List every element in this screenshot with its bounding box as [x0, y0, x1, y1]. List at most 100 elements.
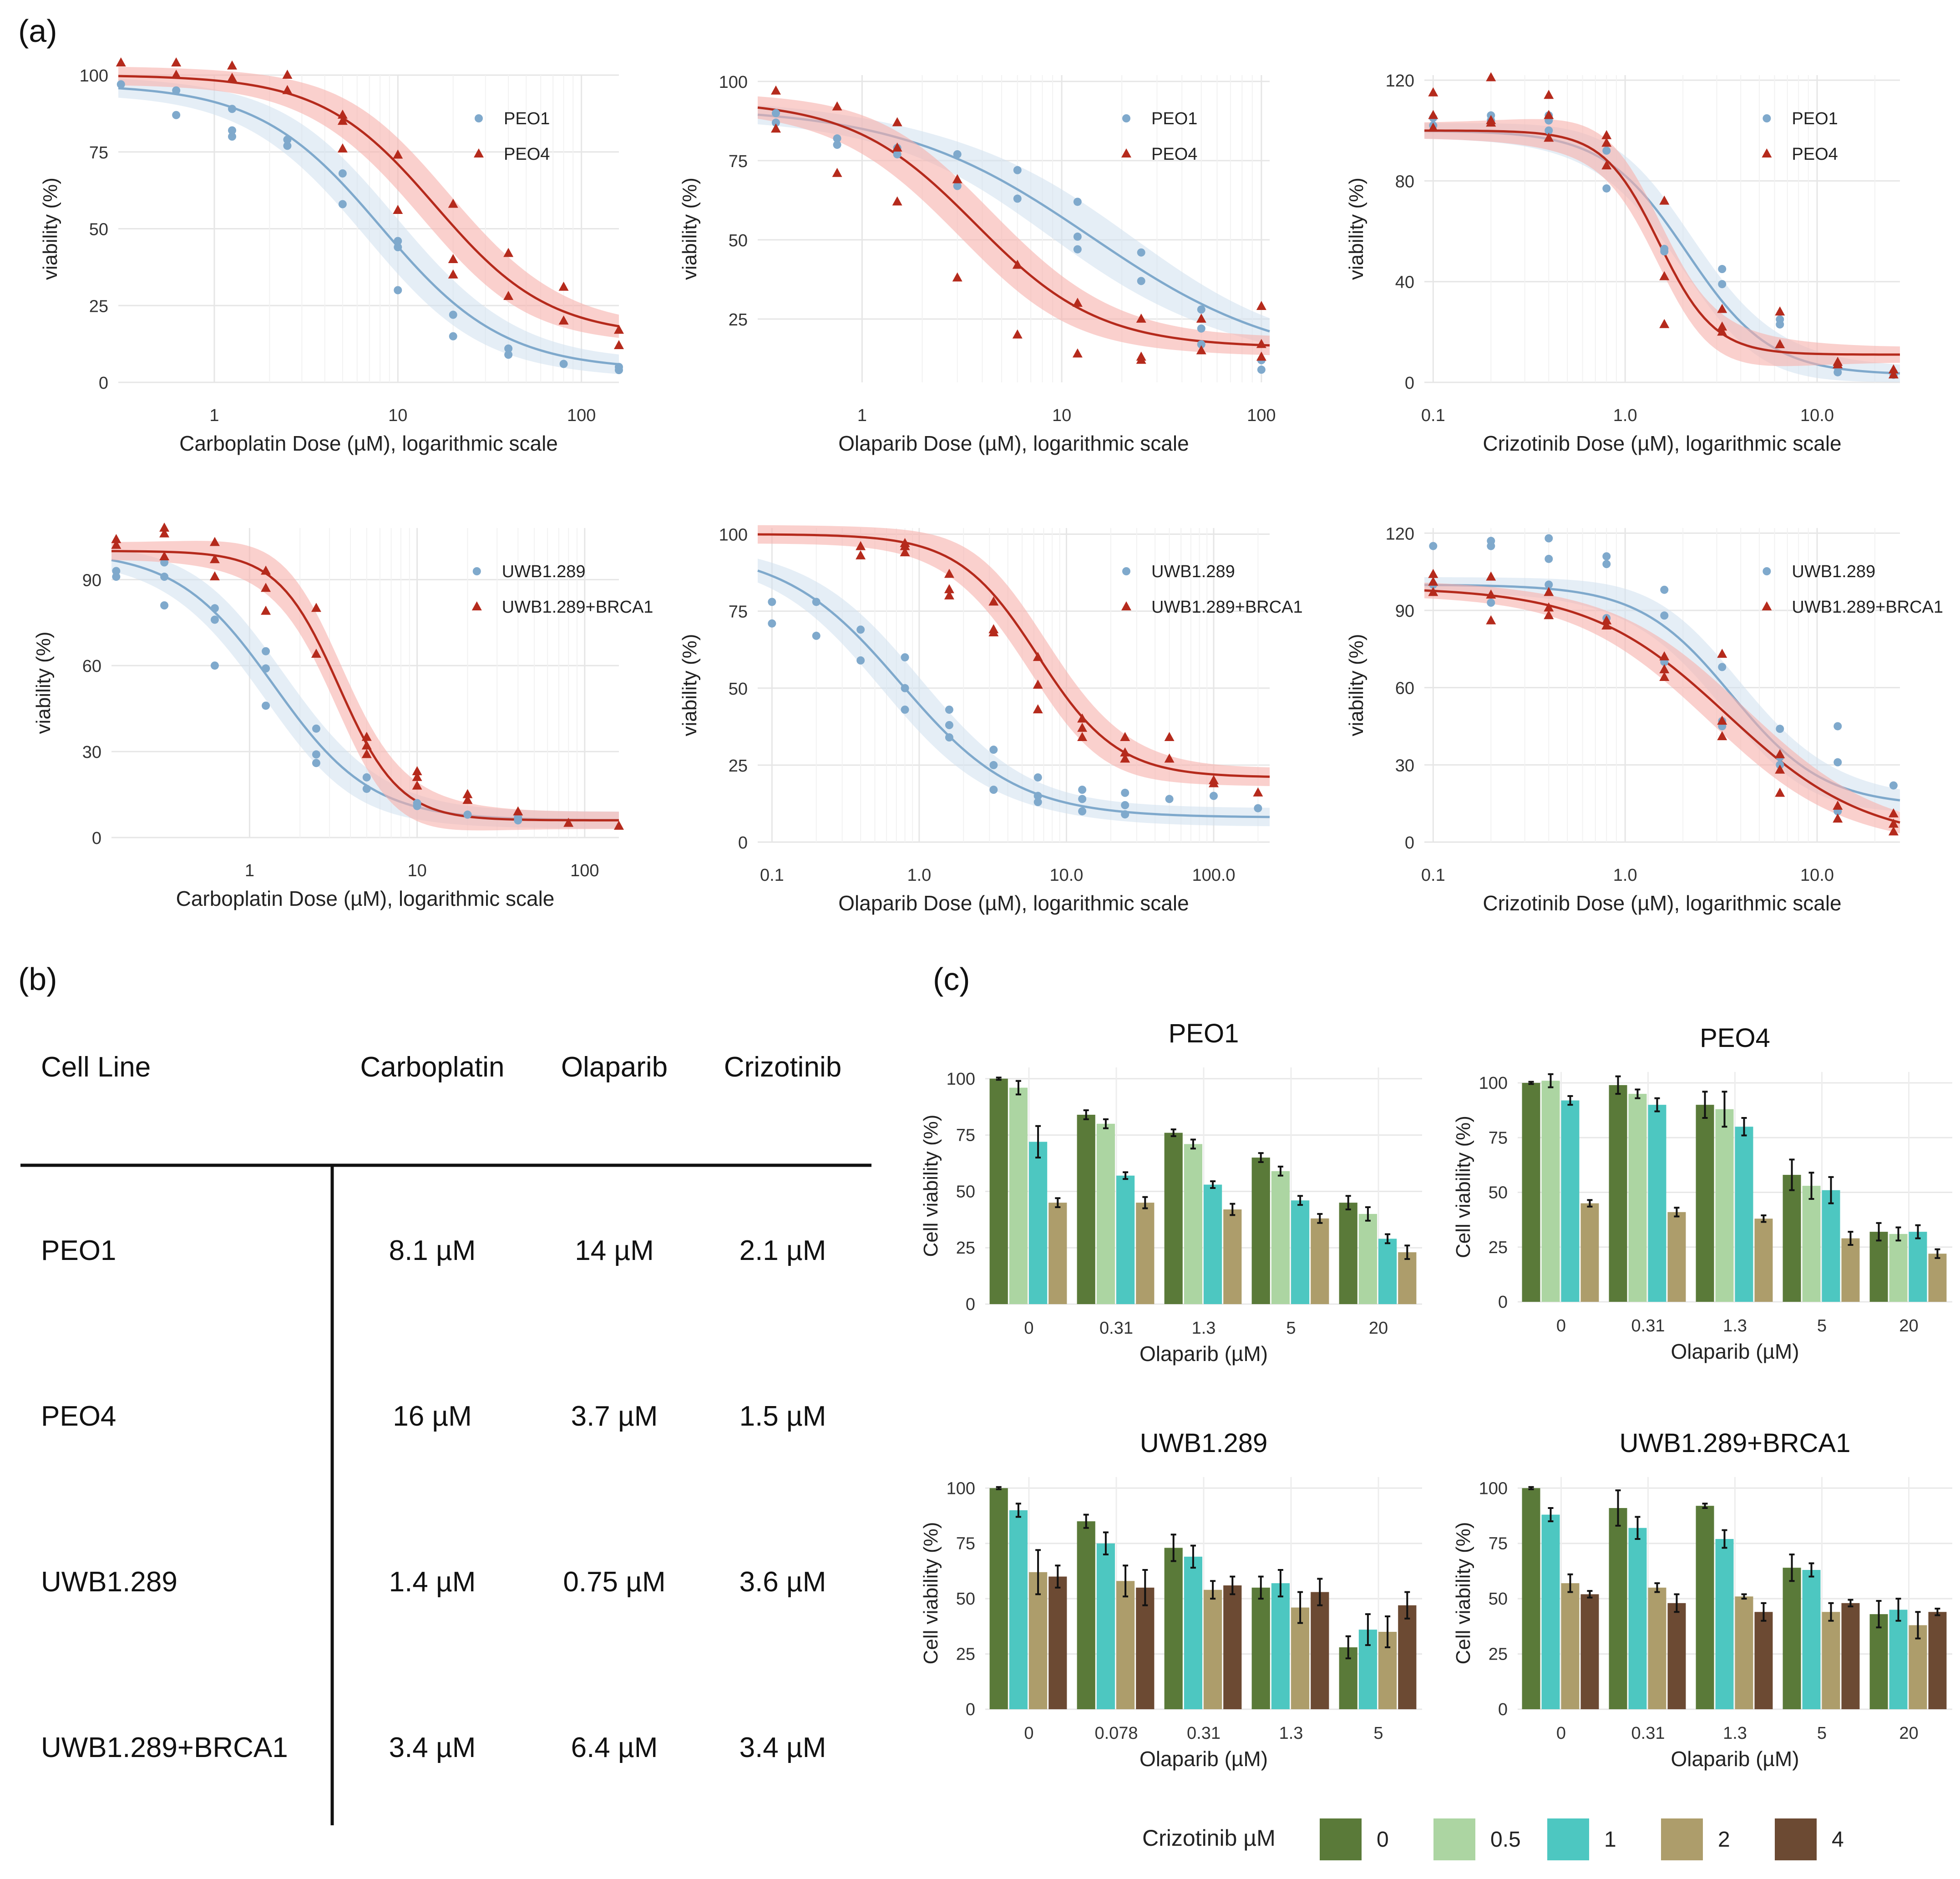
data-point: [209, 554, 220, 564]
data-point: [1833, 368, 1842, 376]
bar: [1609, 1508, 1627, 1709]
data-point: [832, 168, 842, 177]
bar: [1522, 1083, 1540, 1302]
data-point: [892, 196, 902, 206]
bar: [989, 1488, 1008, 1709]
legend-swatch-1: [1433, 1818, 1475, 1860]
legend-swatch-label: 1: [1604, 1828, 1616, 1852]
legend-marker: [475, 114, 483, 122]
bar: [1715, 1109, 1734, 1302]
bar: [1580, 1203, 1599, 1302]
data-point: [1833, 813, 1843, 823]
dose-panel-a5: 0 25 50 75 100 0.1 1.0 10.0 100.0 UWB1.289 UWB1.28…: [679, 525, 1303, 915]
table-row-peo4-carboplatin: 16 µM: [393, 1401, 472, 1432]
data-point: [362, 773, 371, 782]
data-point: [1544, 132, 1554, 142]
ic50-table: Cell Line Carboplatin Olaparib Crizotini…: [20, 1051, 871, 1825]
data-point: [1121, 801, 1129, 809]
bar: [1164, 1132, 1183, 1304]
legend-label: UWB1.289: [502, 562, 586, 581]
data-point: [1775, 749, 1785, 758]
data-point: [1659, 664, 1670, 674]
x-tick-label: 1: [245, 861, 254, 880]
data-point: [901, 706, 909, 714]
legend-swatch-label: 2: [1718, 1828, 1730, 1852]
data-point: [770, 123, 781, 133]
x-tick-label: 20: [1899, 1316, 1918, 1336]
data-point: [1601, 615, 1612, 625]
y-tick-label: 30: [82, 743, 101, 762]
x-tick-label: 0.31: [1187, 1724, 1221, 1743]
x-tick-label: 1.3: [1279, 1724, 1303, 1743]
data-point: [1544, 110, 1554, 119]
data-point: [227, 72, 238, 82]
bar: [1648, 1105, 1666, 1302]
y-tick-label: 0: [1498, 1293, 1508, 1312]
panel-label-c: (c): [933, 961, 970, 997]
data-point: [1486, 615, 1496, 625]
data-point: [1428, 87, 1438, 96]
data-point: [1775, 764, 1785, 774]
x-axis-title: Olaparib (µM): [1671, 1747, 1799, 1771]
data-point: [116, 80, 125, 89]
y-tick-label: 0: [1405, 833, 1414, 853]
data-point: [833, 134, 841, 143]
bar: [1251, 1158, 1270, 1304]
x-tick-label: 5: [1817, 1724, 1827, 1743]
x-axis-title: Olaparib (µM): [1671, 1340, 1799, 1363]
data-point: [227, 60, 238, 70]
bar: [1561, 1100, 1580, 1302]
data-point: [503, 248, 514, 257]
legend-label: PEO4: [504, 145, 550, 164]
data-point: [989, 761, 998, 769]
data-point: [832, 101, 842, 111]
data-point: [514, 816, 522, 825]
data-point: [449, 332, 457, 340]
crizotinib-legend: Crizotinib µM 0 0.5 1 2 4: [1142, 1818, 1844, 1860]
legend-label: UWB1.289+BRCA1: [1151, 598, 1303, 617]
fit-curve-series1: [757, 569, 1270, 818]
data-point: [311, 603, 321, 612]
bar: [1869, 1614, 1888, 1709]
x-tick-label: 20: [1369, 1319, 1388, 1338]
data-point: [449, 310, 457, 319]
bar: [1754, 1612, 1773, 1709]
data-point: [770, 85, 781, 95]
data-point: [1601, 160, 1612, 170]
x-tick-label: 10.0: [1800, 866, 1834, 885]
confidence-band-series1: [758, 559, 1270, 827]
confidence-band-series2: [758, 96, 1270, 355]
bar: [1541, 1081, 1560, 1302]
data-point: [1073, 198, 1082, 206]
dose-panel-a4: 0 30 60 90 1 10 100 UWB1.289 UWB1.289+BRCA1 Carbo…: [32, 523, 653, 910]
data-point: [768, 598, 776, 606]
bar: [1696, 1105, 1714, 1302]
x-axis-title: Olaparib Dose (µM), logarithmic scale: [838, 891, 1189, 915]
bar: [1136, 1587, 1155, 1709]
table-row-peo4-crizotinib: 1.5 µM: [739, 1401, 826, 1432]
data-point: [615, 366, 623, 374]
data-point: [900, 547, 910, 557]
confidence-band-series2: [1424, 119, 1900, 366]
legend-label: UWB1.289: [1792, 562, 1875, 581]
x-axis-title: Carboplatin Dose (µM), logarithmic scale: [179, 432, 558, 455]
y-tick-label: 100: [1479, 1074, 1508, 1093]
data-point: [1487, 599, 1495, 607]
data-point: [337, 143, 348, 152]
data-point: [1486, 589, 1496, 599]
data-point: [228, 126, 237, 135]
legend-marker: [1122, 567, 1130, 575]
bar: [1802, 1570, 1821, 1709]
table-row-peo4-olaparib: 3.7 µM: [571, 1401, 658, 1432]
data-point: [952, 174, 962, 183]
data-point: [412, 766, 422, 776]
legend-label: UWB1.289: [1151, 562, 1235, 581]
data-point: [900, 538, 910, 547]
data-point: [1660, 585, 1669, 594]
data-point: [1833, 758, 1842, 767]
y-axis-title: viability (%): [39, 178, 61, 280]
data-point: [1717, 304, 1727, 313]
bar: [1580, 1594, 1599, 1709]
bar: [1822, 1190, 1840, 1302]
data-point: [1659, 195, 1670, 205]
